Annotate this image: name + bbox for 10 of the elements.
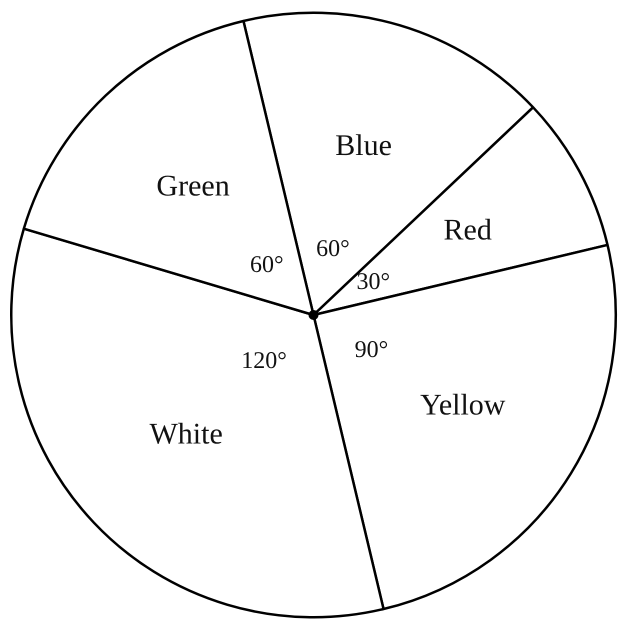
slice-label: Blue (335, 128, 392, 162)
data-label: 60° (316, 236, 350, 262)
data-label: 30° (356, 268, 390, 295)
data-label: 60° (250, 252, 284, 278)
slice-label: White (149, 417, 223, 450)
slice-label: Red (444, 213, 492, 246)
slice-label: Green (156, 170, 230, 203)
slice-label: Yellow (420, 388, 506, 422)
data-label: 120° (241, 348, 287, 374)
data-label: 90° (354, 336, 388, 363)
